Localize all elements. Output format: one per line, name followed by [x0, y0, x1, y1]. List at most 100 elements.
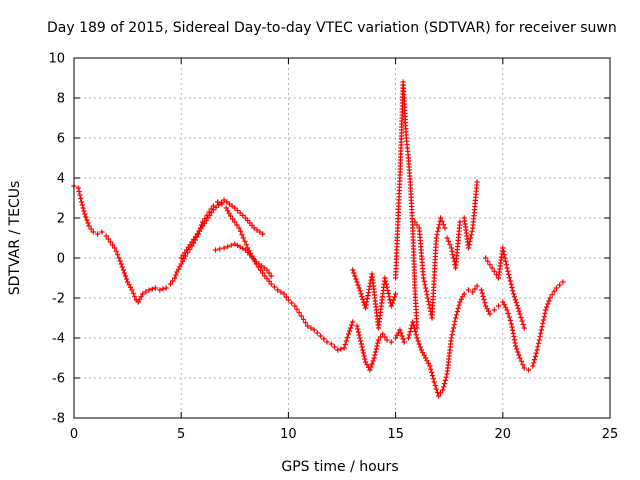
- data-point-marker: [172, 275, 178, 281]
- data-point-marker: [232, 241, 238, 247]
- data-point-marker: [129, 287, 135, 293]
- data-point-marker: [457, 219, 463, 225]
- data-point-marker: [516, 352, 522, 358]
- data-point-marker: [173, 272, 179, 278]
- data-point-marker: [122, 273, 129, 279]
- data-point-marker: [532, 353, 538, 359]
- data-point-marker: [530, 363, 536, 369]
- data-point-marker: [358, 291, 364, 297]
- data-point-marker: [465, 245, 472, 251]
- data-point-marker: [517, 355, 523, 361]
- data-point-marker: [560, 279, 566, 285]
- data-point-marker: [254, 227, 260, 233]
- data-point-marker: [360, 350, 367, 356]
- series-late-branch: [483, 245, 527, 331]
- data-point-marker: [518, 358, 524, 364]
- data-point-marker: [341, 345, 347, 351]
- data-point-marker: [107, 239, 114, 245]
- data-point-marker: [504, 307, 510, 313]
- data-point-marker: [515, 349, 521, 355]
- data-point-marker: [123, 276, 130, 282]
- data-point-marker: [342, 341, 348, 348]
- data-point-marker: [353, 276, 359, 282]
- data-point-marker: [375, 340, 381, 346]
- data-point-marker: [519, 318, 525, 324]
- data-point-marker: [260, 231, 266, 237]
- data-point-marker: [212, 247, 219, 253]
- data-point-marker: [266, 270, 272, 276]
- data-point-marker: [367, 367, 373, 373]
- data-point-marker: [445, 238, 452, 244]
- data-point-marker: [511, 333, 517, 340]
- data-point-marker: [506, 271, 512, 278]
- data-point-marker: [375, 337, 382, 343]
- data-point-marker: [457, 299, 463, 305]
- data-point-marker: [229, 203, 235, 209]
- data-point-marker: [77, 192, 83, 198]
- x-tick-label: 0: [70, 427, 78, 442]
- data-point-marker: [453, 315, 459, 321]
- series-main-trace: [71, 183, 566, 399]
- data-point-marker: [130, 290, 136, 296]
- data-marks: [71, 79, 566, 399]
- data-point-marker: [420, 275, 427, 281]
- data-point-marker: [506, 275, 513, 281]
- data-point-marker: [358, 341, 364, 347]
- data-point-marker: [503, 262, 509, 268]
- data-point-marker: [393, 291, 399, 297]
- data-point-marker: [501, 302, 507, 308]
- data-point-marker: [535, 340, 542, 346]
- data-point-marker: [232, 219, 238, 225]
- data-point-marker: [81, 208, 87, 214]
- data-point-marker: [421, 352, 427, 358]
- data-point-marker: [314, 330, 320, 336]
- data-point-marker: [112, 245, 118, 251]
- data-point-marker: [450, 328, 456, 334]
- data-point-marker: [240, 235, 246, 241]
- data-point-marker: [450, 252, 456, 258]
- data-point-marker: [503, 258, 509, 264]
- data-point-marker: [180, 252, 186, 258]
- data-point-marker: [120, 267, 126, 273]
- data-point-marker: [386, 294, 392, 300]
- data-point-marker: [117, 258, 123, 264]
- data-point-marker: [83, 214, 89, 220]
- data-point-marker: [435, 393, 442, 399]
- data-point-marker: [487, 262, 493, 268]
- data-point-marker: [355, 282, 361, 288]
- data-point-marker: [196, 228, 202, 234]
- data-point-marker: [414, 325, 420, 331]
- data-point-marker: [266, 278, 272, 284]
- data-point-marker: [226, 210, 232, 216]
- data-point-marker: [451, 322, 457, 328]
- data-point-marker: [406, 332, 412, 338]
- data-point-marker: [300, 316, 307, 322]
- data-point-marker: [237, 244, 243, 250]
- data-point-marker: [76, 188, 82, 195]
- data-point-marker: [485, 258, 491, 264]
- data-point-marker: [321, 336, 327, 342]
- data-point-marker: [435, 225, 442, 231]
- data-point-marker: [324, 339, 330, 345]
- data-point-marker: [116, 255, 122, 261]
- data-point-marker: [177, 264, 183, 270]
- data-point-marker: [167, 281, 174, 287]
- data-point-marker: [207, 212, 213, 218]
- data-point-marker: [383, 281, 389, 287]
- data-point-marker: [521, 325, 527, 331]
- data-point-marker: [500, 248, 507, 254]
- data-point-marker: [438, 215, 444, 221]
- data-point-marker: [178, 261, 184, 267]
- data-point-marker: [362, 359, 369, 365]
- data-point-marker: [294, 306, 300, 312]
- data-point-marker: [483, 303, 489, 309]
- data-point-marker: [391, 294, 398, 300]
- data-point-marker: [503, 304, 509, 310]
- data-point-marker: [346, 328, 353, 334]
- data-point-marker: [470, 289, 476, 295]
- data-point-marker: [351, 270, 357, 276]
- data-point-marker: [94, 231, 101, 237]
- data-point-marker: [448, 245, 454, 251]
- data-point-marker: [194, 231, 200, 237]
- data-point-marker: [239, 232, 245, 238]
